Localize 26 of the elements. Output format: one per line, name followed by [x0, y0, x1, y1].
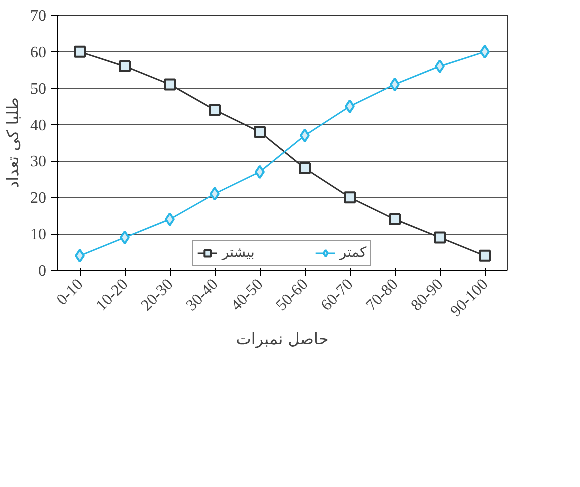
point	[479, 250, 491, 262]
point	[165, 212, 175, 226]
y-tick-label: 70	[30, 8, 46, 25]
point	[119, 60, 131, 72]
point	[209, 104, 221, 116]
point	[389, 214, 401, 226]
point	[74, 46, 86, 58]
y-axis-title: طلبا کی تعداد	[4, 98, 22, 188]
point	[344, 192, 356, 204]
point	[434, 232, 446, 244]
x-tick-label: 0-10	[54, 276, 87, 309]
point	[254, 126, 266, 138]
y-tick-label: 0	[38, 263, 46, 280]
point	[299, 162, 311, 174]
y-tick-label: 30	[30, 154, 46, 171]
y-tick-label: 50	[30, 80, 46, 98]
y-tick-label: 20	[30, 190, 46, 208]
y-tick-label: 40	[30, 117, 46, 134]
x-axis-title: حاصل نمبرات	[236, 329, 329, 348]
y-tick-label: 10	[30, 226, 46, 244]
legend-label: بیشتر	[222, 245, 255, 261]
y-tick-label: 60	[30, 44, 46, 62]
point	[210, 187, 220, 201]
point	[164, 78, 176, 91]
point	[435, 60, 445, 74]
legend-label: کمتر	[340, 245, 367, 261]
